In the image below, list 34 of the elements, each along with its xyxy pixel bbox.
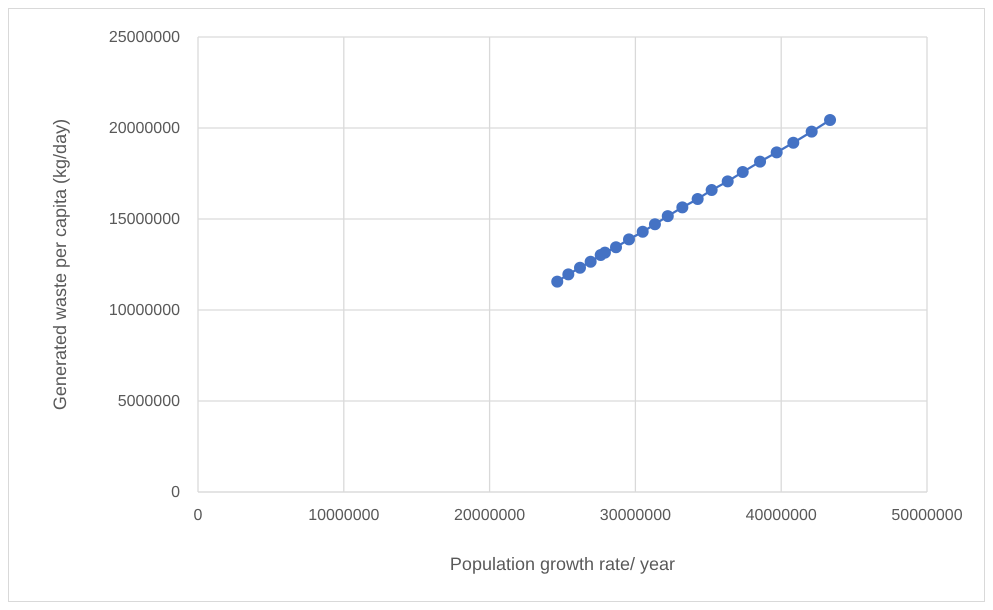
y-tick-label: 25000000	[108, 29, 180, 46]
point	[574, 262, 586, 274]
point	[754, 156, 766, 168]
y-axis-title: Generated waste per capita (kg/day)	[50, 118, 70, 410]
point	[562, 268, 574, 280]
point	[706, 184, 718, 196]
x-tick-label: 0	[194, 507, 203, 524]
point	[622, 233, 635, 246]
point	[636, 226, 649, 238]
point	[736, 166, 749, 178]
point	[598, 246, 611, 259]
point	[824, 114, 836, 126]
point	[787, 136, 800, 149]
x-tick-label: 40000000	[746, 507, 817, 524]
point	[806, 126, 818, 138]
y-tick-label: 0	[171, 484, 180, 501]
point	[662, 210, 674, 222]
y-tick-label: 20000000	[108, 120, 180, 137]
x-tick-label: 20000000	[454, 507, 526, 524]
y-tick-label: 5000000	[118, 393, 180, 410]
point	[648, 218, 661, 230]
point	[676, 201, 688, 214]
x-tick-label: 50000000	[891, 507, 963, 524]
point	[584, 256, 597, 268]
x-tick-label: 10000000	[308, 507, 380, 524]
point	[551, 276, 564, 288]
point	[692, 192, 704, 205]
x-tick-label: 30000000	[600, 507, 672, 524]
point	[610, 241, 622, 254]
y-tick-label: 15000000	[108, 211, 180, 228]
x-axis-title: Population growth rate/ year	[450, 554, 676, 574]
point	[770, 146, 783, 158]
y-tick-label: 10000000	[108, 302, 180, 319]
point	[722, 175, 734, 188]
